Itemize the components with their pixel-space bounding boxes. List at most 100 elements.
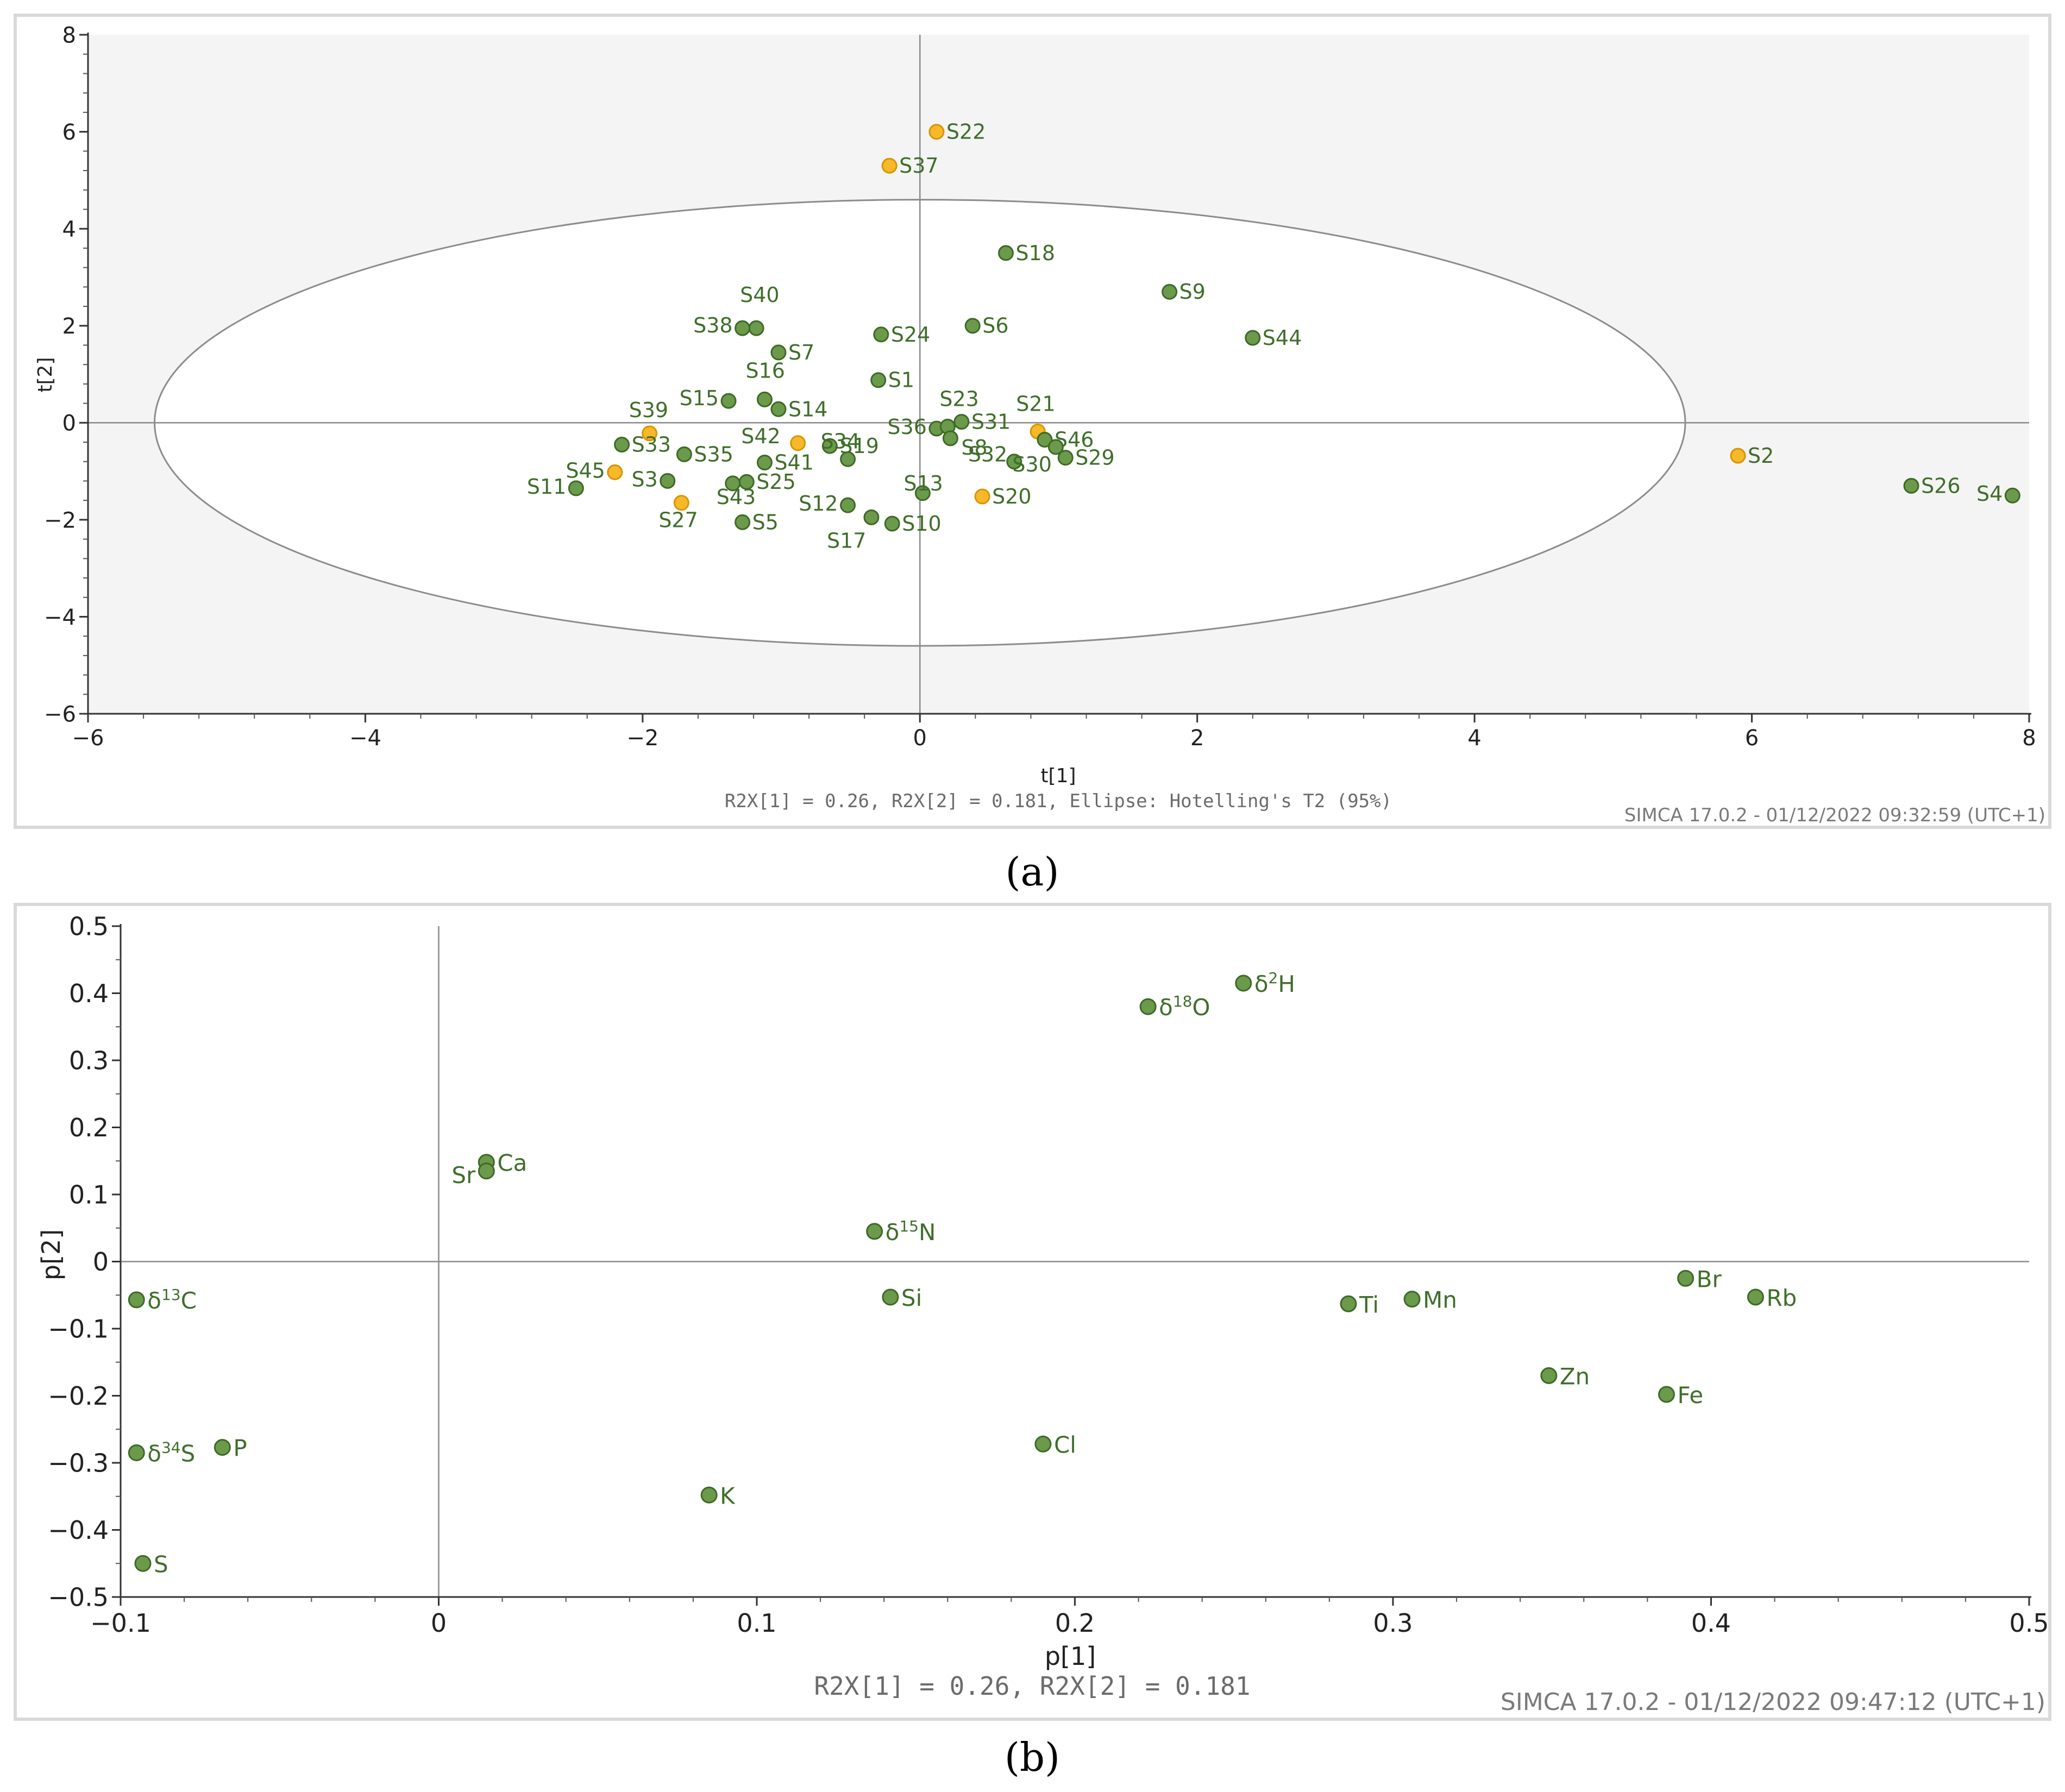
point-marker [870,372,887,388]
point-marker [1034,1435,1052,1453]
point-label: S39 [629,398,668,422]
point-marker [866,1223,883,1240]
point-marker [725,475,741,492]
y-tick-label: −2 [44,508,76,533]
point-label: S2 [1748,444,1774,468]
point-label: Sr [451,1162,476,1189]
point-label: K [720,1482,736,1509]
point-label: δ18O [1159,992,1210,1021]
panel-b-xlabel: p[1] [1045,1642,1096,1671]
y-tick-label: 0 [62,411,76,436]
panel-a-caption: (a) [1005,849,1059,895]
point-label: S25 [756,470,795,494]
y-tick-label: 8 [62,23,76,48]
data-point: Mn [1403,1287,1457,1313]
data-point: S4 [1976,482,2020,506]
point-marker [642,425,658,442]
y-tick-label: 6 [62,120,76,145]
point-marker [614,436,630,452]
point-label: S42 [741,424,780,448]
data-point: δ15N [866,1217,936,1246]
data-point: S10 [884,512,942,536]
x-tick-label: 0.1 [737,1608,776,1638]
point-marker [1403,1291,1421,1308]
point-marker [840,497,856,513]
point-label: S8 [961,436,987,460]
point-label: S7 [788,341,814,364]
point-marker [914,485,931,501]
data-point: S12 [799,492,856,515]
point-marker [1677,1269,1694,1287]
data-point: S35 [676,442,733,466]
point-marker [676,446,692,462]
data-point: S39 [629,398,668,442]
point-marker [720,393,737,409]
data-point: K [700,1482,736,1509]
y-tick-label: 0.2 [69,1113,109,1142]
y-tick-label: −0.3 [48,1449,109,1478]
data-point: S32 [968,443,1022,470]
x-tick-label: 2 [1190,726,1204,751]
data-point: S25 [738,470,796,494]
point-label: S33 [632,432,671,456]
point-label: S45 [566,458,605,482]
data-point: S18 [998,241,1055,265]
point-marker [884,515,900,532]
point-label: S41 [774,451,813,475]
data-point: S3 [631,467,676,491]
point-label: S20 [992,485,1031,508]
data-point: Ti [1340,1291,1379,1318]
data-point: S31 [953,410,1010,434]
data-point: S13 [903,471,943,501]
data-point: S16 [745,359,785,407]
point-label: S24 [891,323,930,347]
point-label: δ34S [147,1438,195,1467]
point-marker [735,514,751,530]
data-point: S26 [1903,474,1961,498]
point-marker [1139,998,1157,1015]
point-marker [1235,974,1252,992]
point-label: S10 [902,512,941,536]
data-point: S8 [942,430,988,460]
point-marker [1047,439,1064,455]
panel-a-ylabel: t[2] [34,357,57,392]
data-point: S42 [741,424,806,451]
data-point: S33 [614,432,671,456]
point-label: Cl [1054,1431,1076,1458]
x-tick-label: 6 [1745,726,1759,751]
data-point: S9 [1162,280,1206,304]
point-label: S4 [1976,482,2003,506]
data-point: S40 [740,283,780,336]
y-tick-label: 4 [62,217,76,242]
point-marker [756,391,773,407]
point-marker [770,401,787,417]
point-label: Fe [1678,1382,1704,1409]
point-label: Br [1697,1266,1722,1292]
point-marker [882,1288,899,1306]
data-point: S45 [566,458,623,482]
point-label: δ2H [1254,969,1295,997]
y-tick-label: 0.3 [69,1046,109,1076]
point-marker [660,473,676,489]
x-tick-label: 0 [431,1608,447,1638]
data-point: S37 [881,154,939,178]
panel-a-xlabel: t[1] [1040,765,1076,787]
point-label: S35 [694,442,733,466]
data-point: δ18O [1139,992,1210,1021]
point-label: Rb [1766,1285,1797,1311]
point-label: Zn [1560,1363,1590,1389]
data-point: S1 [870,368,914,392]
point-marker [1006,454,1022,470]
point-label: P [233,1435,247,1462]
point-marker [607,464,623,480]
point-label: S26 [1921,474,1960,498]
panel-b-footer: R2X[1] = 0.26, R2X[2] = 0.181 [814,1671,1250,1701]
point-marker [128,1444,145,1461]
panel-b-timestamp: SIMCA 17.0.2 - 01/12/2022 09:47:12 (UTC+… [1501,1688,2045,1716]
point-label: S31 [971,410,1010,434]
x-tick-label: −4 [349,726,381,751]
point-marker [770,344,787,361]
data-point: Fe [1658,1382,1704,1409]
point-marker [1162,284,1178,300]
